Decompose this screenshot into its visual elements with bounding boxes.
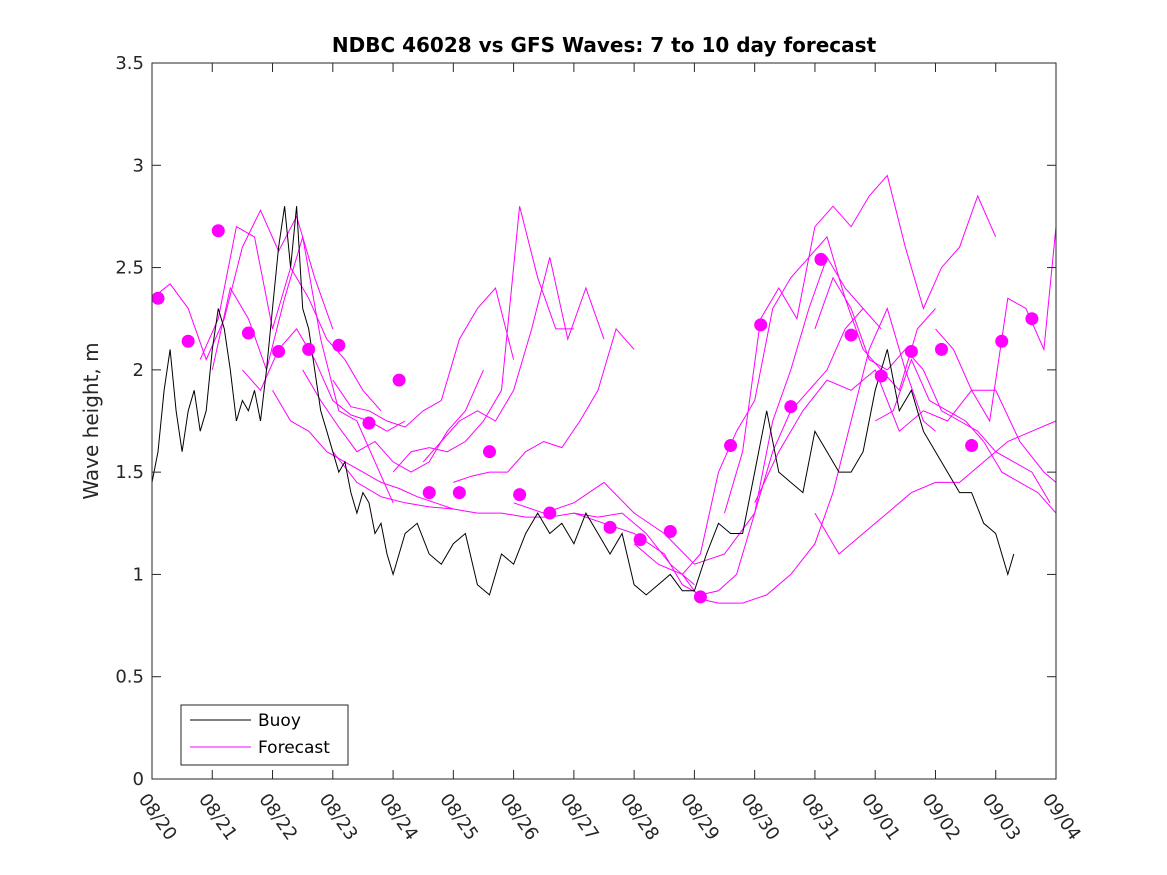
forecast-point [392,373,406,387]
forecast-line-3 [211,236,394,504]
forecast-point [603,520,617,534]
forecast-point [934,342,948,356]
forecast-line-4 [242,328,406,432]
forecast-point [513,488,527,502]
forecast-point [181,334,195,348]
forecast-point [151,291,165,305]
forecast-point [754,318,768,332]
y-tick-label: 2 [133,360,144,381]
buoy-line [151,206,1015,596]
forecast-point [211,224,225,238]
forecast-point [724,439,738,453]
forecast-point [362,416,376,430]
forecast-point [874,369,888,383]
forecast-line-11 [332,451,695,586]
legend: Buoy Forecast [180,704,349,766]
y-tick-label: 3 [133,155,144,176]
series-layer [151,174,1057,604]
forecast-point [904,344,918,358]
forecast-point [543,506,557,520]
forecast-point [452,486,466,500]
y-tick-label: 1.5 [115,462,144,483]
forecast-line-14 [633,307,936,604]
forecast-line-17 [754,369,1057,504]
forecast-point [784,400,798,414]
y-tick-label: 1 [133,564,144,585]
forecast-line-21 [935,226,1057,423]
chart-title: NDBC 46028 vs GFS Waves: 7 to 10 day for… [332,33,877,57]
forecast-line-10 [453,327,635,483]
forecast-point [663,524,677,538]
forecast-line-13 [573,256,882,596]
forecast-line-5 [272,390,454,510]
forecast-point [302,342,316,356]
y-axis-label: Wave height, m [79,342,103,499]
forecast-line-6 [302,369,484,473]
y-tick-label: 0.5 [115,667,144,688]
forecast-point [693,590,707,604]
forecast-point [814,252,828,266]
forecast-point [482,445,496,459]
legend-buoy-label: Buoy [258,711,301,731]
forecast-line-8 [392,206,574,473]
y-tick-label: 2.5 [115,258,144,279]
forecast-point [995,334,1009,348]
forecast-point [272,344,286,358]
forecast-line-19 [814,420,1057,555]
legend-box [180,704,349,766]
axes-box [151,62,1057,780]
forecast-point [241,326,255,340]
forecast-line-9 [422,257,605,463]
forecast-line-16 [724,174,997,514]
forecast-point [633,533,647,547]
forecast-line-7 [332,286,515,428]
forecast-point [422,486,436,500]
forecast-point [844,328,858,342]
forecast-line-18 [814,276,1051,504]
forecast-point [1025,312,1039,326]
legend-forecast-label: Forecast [258,738,330,758]
y-tick-label: 0 [133,769,144,790]
y-tick-label: 3.5 [115,53,144,74]
forecast-line-12 [513,308,864,565]
forecast-line-20 [874,358,1057,514]
forecast-point [965,439,979,453]
forecast-point [332,338,346,352]
plot-area [152,63,1056,779]
